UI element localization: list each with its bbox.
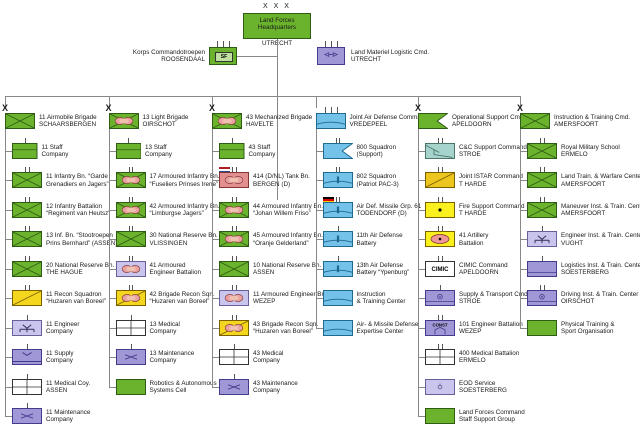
svg-text:CIMIC: CIMIC <box>432 267 450 273</box>
svg-text:CONST: CONST <box>432 322 447 327</box>
